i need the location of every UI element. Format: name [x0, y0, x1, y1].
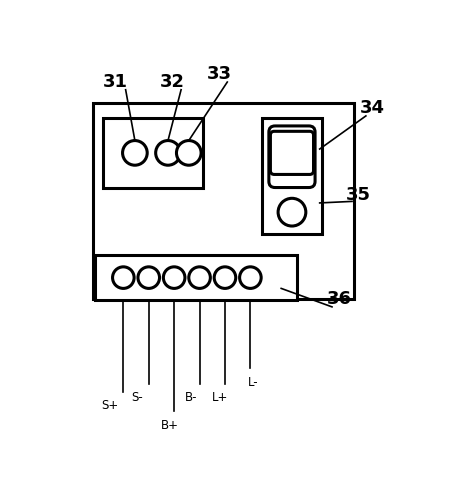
- Text: B+: B+: [161, 419, 178, 432]
- Circle shape: [189, 267, 210, 288]
- Text: S+: S+: [102, 399, 119, 412]
- Text: S-: S-: [131, 391, 143, 404]
- Text: L-: L-: [248, 376, 259, 389]
- Text: 36: 36: [326, 290, 351, 308]
- Text: 34: 34: [360, 99, 385, 117]
- Bar: [95, 256, 296, 300]
- Text: 35: 35: [345, 186, 370, 204]
- Circle shape: [113, 267, 134, 288]
- Bar: [93, 103, 354, 299]
- Bar: [103, 118, 202, 187]
- Circle shape: [177, 141, 201, 165]
- Circle shape: [240, 267, 261, 288]
- Circle shape: [163, 267, 185, 288]
- Text: 33: 33: [207, 66, 232, 83]
- Circle shape: [138, 267, 159, 288]
- Circle shape: [214, 267, 236, 288]
- Text: 31: 31: [103, 73, 128, 91]
- Bar: [262, 118, 322, 234]
- Circle shape: [123, 141, 147, 165]
- Text: L+: L+: [212, 391, 228, 404]
- FancyBboxPatch shape: [271, 132, 314, 174]
- FancyBboxPatch shape: [269, 126, 315, 187]
- Text: B-: B-: [185, 391, 197, 404]
- Circle shape: [278, 198, 306, 226]
- Text: 32: 32: [159, 73, 184, 91]
- Circle shape: [156, 141, 180, 165]
